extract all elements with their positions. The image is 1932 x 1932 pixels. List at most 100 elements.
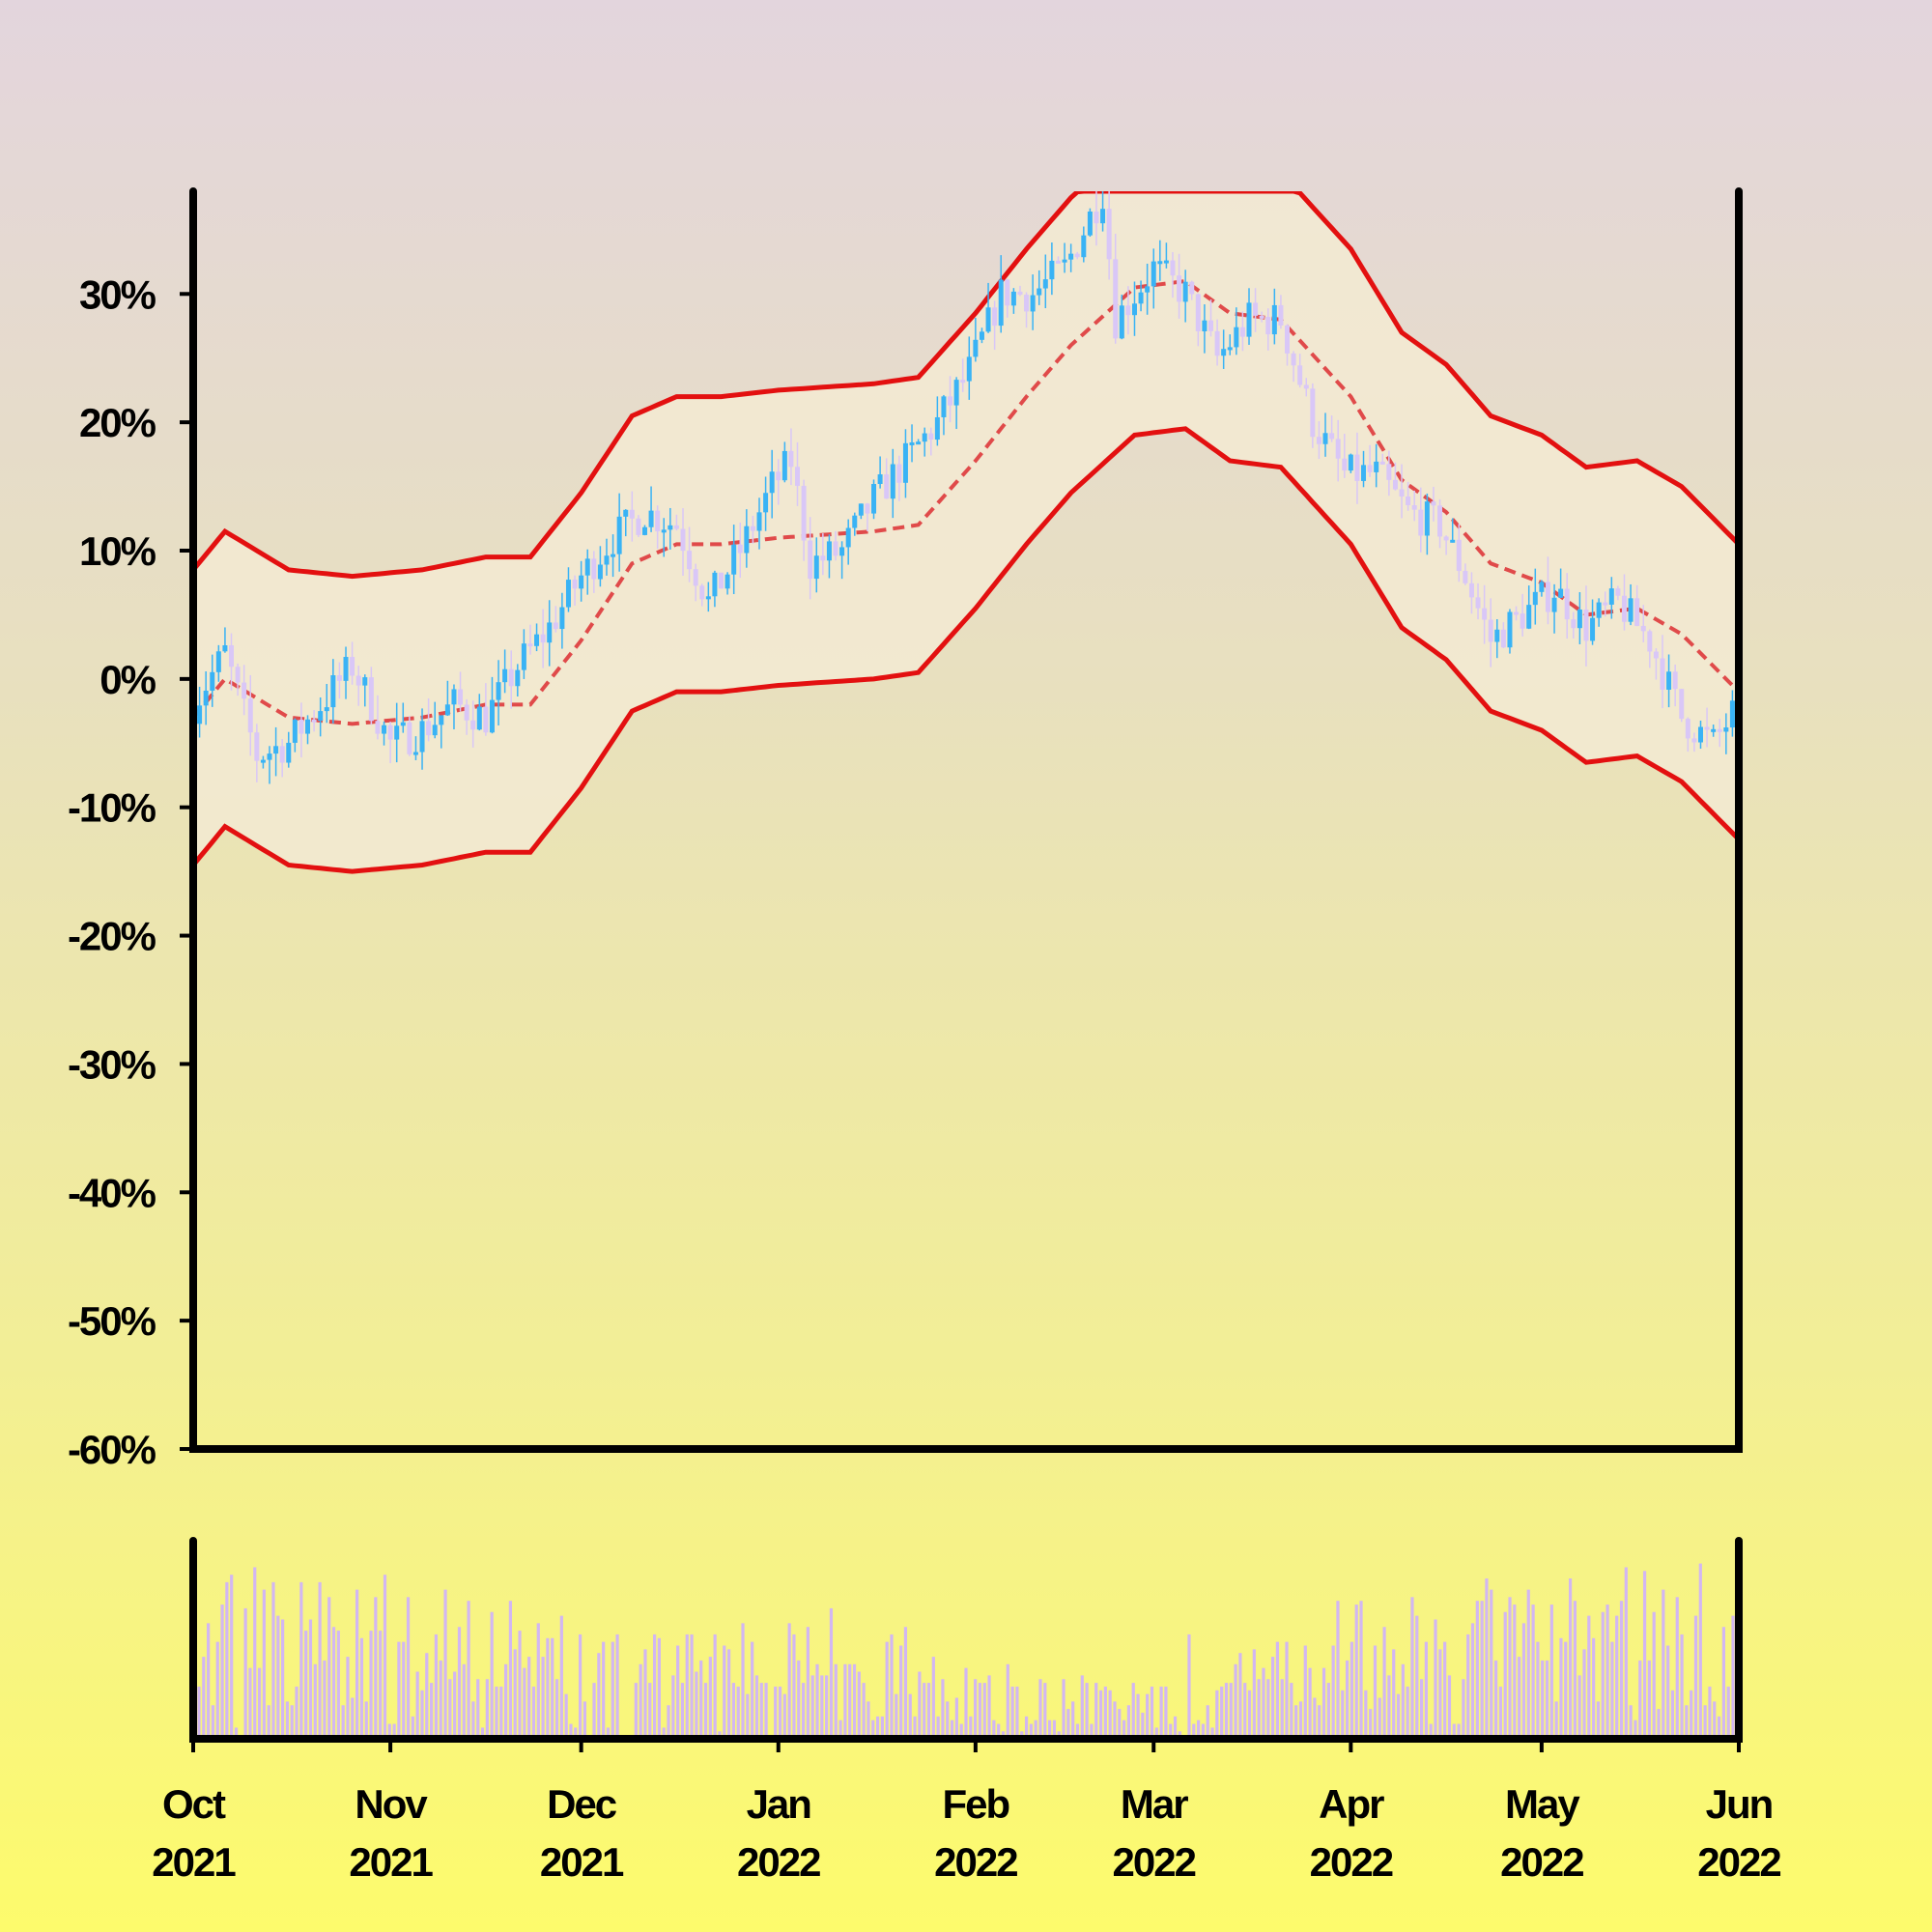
y-tick-label: -30% — [68, 1041, 156, 1087]
volume-bar — [207, 1623, 211, 1739]
candle-body — [1603, 602, 1608, 606]
volume-bar — [1554, 1701, 1558, 1739]
candle-body — [668, 525, 673, 530]
volume-bar — [1693, 1615, 1698, 1739]
candle-body — [1411, 504, 1417, 510]
volume-bar — [285, 1701, 290, 1739]
candle-body — [1520, 613, 1525, 629]
candle-body — [400, 722, 406, 726]
candle-body — [1463, 571, 1468, 583]
candle-body — [1214, 330, 1220, 356]
volume-bar — [276, 1615, 280, 1739]
volume-bar — [1466, 1634, 1470, 1739]
candle-body — [1348, 454, 1353, 471]
candle-body — [579, 575, 584, 589]
candle-body — [1087, 211, 1093, 236]
volume-bar — [351, 1697, 355, 1739]
volume-bar — [1173, 1716, 1178, 1739]
candle-body — [229, 644, 235, 668]
volume-bar — [1094, 1683, 1098, 1739]
volume-bar — [982, 1683, 986, 1739]
x-axis-ticks: Oct 2021 Nov 2021 Dec 2021 Jan 2022 Feb 2022 Mar 20… — [152, 1739, 1782, 1885]
candle-body — [1500, 629, 1506, 648]
candle-body — [909, 441, 915, 445]
candle-body — [1145, 286, 1151, 293]
volume-bar — [220, 1605, 224, 1739]
volume-bar — [1326, 1683, 1330, 1739]
volume-bar — [1098, 1690, 1103, 1739]
volume-bar — [582, 1701, 587, 1739]
volume-bar — [1373, 1645, 1378, 1739]
candle-body — [1151, 261, 1156, 287]
volume-bar — [1122, 1719, 1126, 1739]
candle-body — [1361, 465, 1367, 481]
candle-body — [611, 554, 616, 557]
candle-body — [776, 471, 781, 481]
volume-bar — [541, 1657, 545, 1739]
candle-body — [1697, 726, 1703, 743]
volume-bar — [359, 1637, 364, 1739]
candle-body — [636, 518, 641, 535]
candle-body — [426, 721, 432, 736]
candle-body — [1068, 253, 1074, 260]
volume-bar — [875, 1716, 880, 1739]
candle-body — [1558, 588, 1564, 598]
candle-body — [1278, 304, 1284, 326]
candle-body — [439, 715, 444, 725]
candle-body — [1081, 235, 1087, 258]
volume-bar — [1462, 1679, 1465, 1739]
volume-bar — [815, 1663, 819, 1739]
volume-bar — [792, 1634, 796, 1739]
volume-bar — [751, 1641, 754, 1739]
volume-bar — [420, 1690, 424, 1739]
candle-body — [222, 644, 228, 652]
volume-bar — [202, 1657, 206, 1739]
volume-bar — [978, 1683, 982, 1739]
volume-bar — [852, 1663, 857, 1739]
volume-bar — [1721, 1627, 1725, 1739]
candle-body — [476, 706, 482, 730]
candle-body — [279, 746, 285, 763]
candle-body — [1055, 260, 1061, 264]
candle-body — [355, 675, 361, 686]
volume-bar — [559, 1615, 563, 1739]
x-tick-month: Apr — [1319, 1781, 1384, 1827]
volume-bar — [1066, 1709, 1070, 1739]
volume-bar — [1280, 1679, 1284, 1739]
candle-body — [1577, 609, 1582, 629]
candle-body — [1711, 728, 1717, 732]
volume-bar — [485, 1679, 489, 1739]
candle-body — [330, 675, 336, 708]
candle-body — [1507, 611, 1513, 648]
candle-body — [1704, 726, 1710, 730]
candle-body — [1005, 279, 1010, 306]
candle-body — [1157, 261, 1163, 265]
candle-body — [1679, 689, 1685, 720]
candle-body — [1640, 625, 1646, 632]
candle-body — [1310, 388, 1316, 438]
volume-bar — [1642, 1571, 1647, 1739]
candle-body — [375, 721, 381, 734]
candle-body — [387, 724, 393, 740]
volume-bar — [834, 1663, 838, 1739]
volume-bar — [1503, 1611, 1507, 1739]
volume-bar — [1708, 1686, 1712, 1739]
candle-body — [1335, 439, 1341, 459]
candle-body — [763, 493, 769, 513]
x-tick-month: Jun — [1706, 1781, 1773, 1827]
volume-bar — [467, 1601, 470, 1739]
volume-bar — [1331, 1645, 1335, 1739]
volume-bar — [1201, 1723, 1206, 1739]
band-layer — [193, 191, 1739, 874]
candle-body — [1125, 305, 1131, 316]
volume-bar — [1159, 1686, 1163, 1739]
candle-body — [1424, 501, 1430, 536]
volume-bar — [1429, 1723, 1433, 1739]
volume-bar — [606, 1727, 611, 1739]
candle-body — [1227, 347, 1233, 351]
volume-bar — [1559, 1637, 1563, 1739]
volume-bar — [425, 1653, 429, 1739]
volume-bar — [1164, 1686, 1168, 1739]
volume-bar — [597, 1653, 601, 1739]
y-tick-label: -10% — [68, 785, 156, 831]
